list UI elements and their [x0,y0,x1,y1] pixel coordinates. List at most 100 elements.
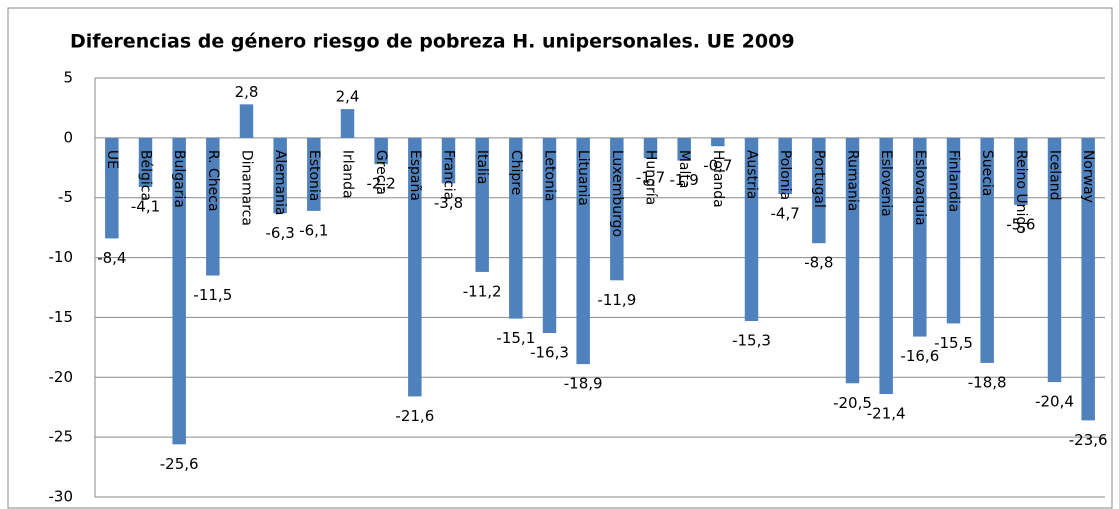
x-tick-label: Rumania [845,150,861,212]
x-tick-label: Letonia [542,150,558,202]
x-tick-label: España [407,150,423,201]
bar [239,104,254,138]
data-label: -23,6 [1069,431,1108,449]
data-label: -6,1 [299,221,328,239]
data-label: -20,5 [833,394,872,412]
x-tick-label: Bélgica [138,150,154,201]
bar [105,137,119,239]
x-tick-label: Holanda [710,150,726,208]
x-tick-label: Chipre [508,150,524,196]
data-label: -16,6 [900,347,939,365]
bar [1081,137,1095,421]
x-tick-label: Grecia [373,150,389,195]
x-tick-label: UE [104,150,120,169]
bar [845,137,860,384]
data-label: 2,4 [336,88,360,106]
bar [441,137,456,184]
data-label: -1,7 [636,169,665,187]
data-label: -18,8 [968,373,1007,391]
bar [273,137,287,214]
data-label: -11,9 [597,291,636,309]
bar [643,137,658,159]
data-label: -4,1 [131,197,160,215]
y-tick-label: -5 [58,188,73,206]
data-label: -8,4 [97,249,126,267]
x-tick-label: Irlanda [340,150,356,199]
data-label: -21,4 [867,405,906,423]
x-tick-label: Italia [474,150,490,185]
x-tick-label: R. Checa [205,150,221,212]
x-tick-label: Dinamarca [239,150,255,226]
x-tick-label: Alemania [272,150,288,216]
bar [677,137,691,161]
bar [576,137,590,365]
data-label: -20,4 [1035,393,1074,411]
bar [475,137,489,272]
data-label: -16,3 [530,343,569,361]
bar [744,137,759,322]
x-tick-label: Luxemburgo [609,150,625,237]
data-label: 2,8 [235,83,259,101]
bar [879,137,893,395]
bar [307,137,321,211]
bar [509,137,523,319]
x-tick-label: Reino Unido [1013,150,1029,234]
x-tick-label: Iceland [1047,150,1063,201]
data-label: -25,6 [160,455,199,473]
data-label: -11,5 [193,286,232,304]
data-label: -1,9 [670,171,699,189]
bar [374,137,388,165]
data-label: -21,6 [395,407,434,425]
data-label: -15,3 [732,332,771,350]
x-tick-label: Hungría [643,150,659,205]
x-tick-label: Estonia [306,150,322,202]
bar [172,137,186,445]
y-tick-label: 5 [63,69,73,87]
x-tick-label: Lituania [575,150,591,206]
y-tick-label: 0 [63,128,73,146]
y-tick-label: -10 [49,248,74,266]
data-label: -3,8 [434,194,463,212]
x-tick-label: Francia [441,150,457,200]
data-label: -15,1 [496,329,535,347]
bar [1014,137,1028,205]
x-tick-label: Malta [676,150,692,189]
bar [408,137,422,397]
x-tick-label: Norway [1080,150,1096,203]
bar [913,137,927,337]
x-tick-label: Polonia [777,150,793,200]
bar [610,137,624,281]
y-tick-label: -30 [49,488,74,506]
bar [542,137,557,333]
y-tick-label: -25 [49,428,74,446]
bar [980,137,994,363]
x-tick-label: Bulgaria [171,150,187,208]
x-tick-label: Eslovenia [878,150,894,217]
x-tick-label: Austria [744,150,760,199]
data-label: -5,6 [1006,215,1035,233]
data-label: -4,7 [771,205,800,223]
bar [778,137,792,195]
data-label: -8,8 [804,254,833,272]
data-label: -11,2 [463,282,502,300]
bar [138,137,153,187]
data-label: -15,5 [934,334,973,352]
bar [1047,137,1062,383]
x-tick-label: Portugal [811,150,827,208]
x-tick-label: Finlandia [946,150,962,213]
chart-title: Diferencias de género riesgo de pobreza … [70,31,795,53]
data-label: -18,9 [564,375,603,393]
x-tick-label: Eslovaquia [912,150,928,226]
bar [812,137,826,244]
data-label: -6,3 [266,224,295,242]
data-label: -2,2 [367,175,396,193]
x-tick-label: Suecia [979,150,995,197]
bar [711,137,725,147]
bar [946,137,961,324]
y-tick-label: -15 [49,308,74,326]
y-tick-label: -20 [49,368,74,386]
bar [340,109,355,138]
data-label: -0,7 [703,157,732,175]
bar [206,137,220,276]
